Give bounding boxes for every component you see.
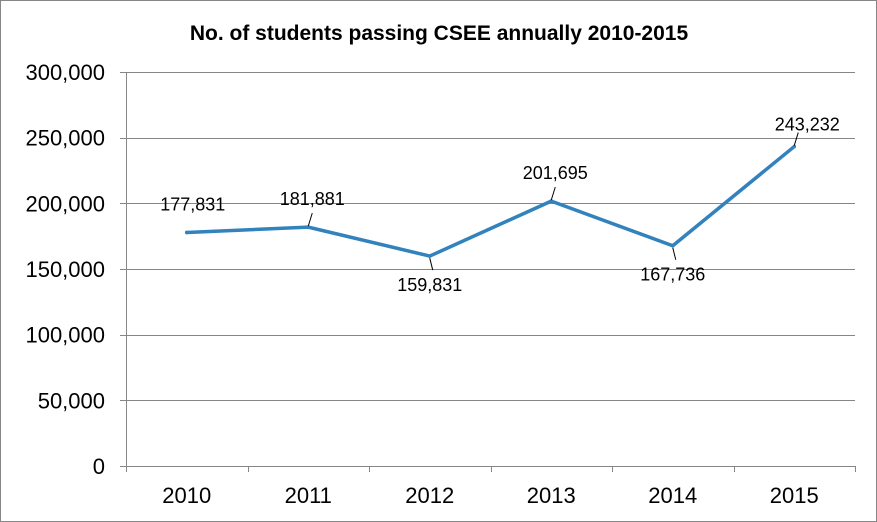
data-point	[306, 225, 311, 229]
data-label: 167,736	[640, 265, 705, 285]
data-point	[427, 254, 432, 258]
x-tick-label: 2015	[770, 483, 819, 508]
data-label-leader	[672, 247, 677, 260]
y-tick-label: 50,000	[38, 388, 105, 413]
data-label-leader	[307, 212, 313, 227]
y-tick-labels: 0 50,000 100,000 150,000 200,000 250,000 300,0…	[25, 60, 105, 479]
chart-title: No. of students passing CSEE annually 20…	[190, 22, 689, 45]
data-labels: 177,831 181,881 159,831 201,695 167,736 243,2…	[160, 115, 840, 296]
x-tick-labels: 2010 2011 2012 2013 2014 2015	[162, 483, 818, 508]
x-tick-label: 2010	[162, 483, 211, 508]
gridlines	[126, 72, 855, 401]
x-tick-label: 2011	[285, 483, 332, 508]
y-tick-label: 300,000	[25, 60, 105, 85]
x-tick-label: 2013	[527, 483, 576, 508]
data-label-leader	[793, 132, 799, 146]
data-point	[549, 199, 554, 203]
data-label: 177,831	[160, 194, 225, 214]
x-tick-label: 2012	[405, 483, 454, 508]
series-layer	[184, 144, 797, 258]
y-tick-label: 100,000	[25, 323, 105, 348]
data-label: 159,831	[397, 275, 462, 295]
data-label: 181,881	[280, 189, 345, 209]
data-label: 201,695	[523, 163, 588, 183]
y-tick-label: 150,000	[25, 257, 105, 282]
data-label-leader	[550, 186, 556, 201]
data-point	[184, 230, 189, 235]
data-label-leader	[429, 257, 434, 271]
y-tick-label: 250,000	[25, 126, 105, 151]
data-label: 243,232	[775, 115, 840, 135]
data-point	[792, 144, 797, 149]
series-line	[185, 144, 796, 258]
x-tick-label: 2014	[648, 483, 697, 508]
y-tick-label: 0	[93, 454, 105, 479]
data-point	[670, 243, 675, 248]
axes	[120, 72, 856, 472]
y-tick-label: 200,000	[25, 191, 105, 216]
